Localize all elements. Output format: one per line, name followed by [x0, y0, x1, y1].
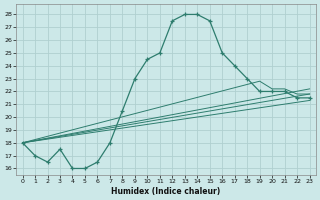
X-axis label: Humidex (Indice chaleur): Humidex (Indice chaleur) — [111, 187, 221, 196]
